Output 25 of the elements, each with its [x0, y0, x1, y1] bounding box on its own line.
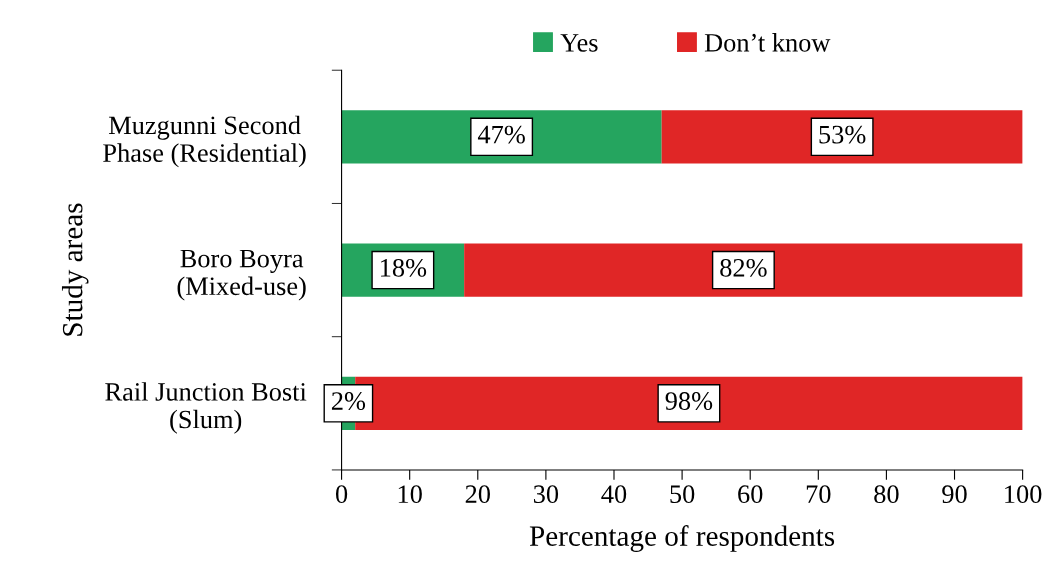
data-label: 2% [331, 392, 366, 411]
data-label: 98% [665, 392, 713, 411]
bar [464, 243, 1023, 297]
legend-label: Don’t know [704, 33, 831, 52]
x-tick-label: 90 [942, 485, 967, 504]
x-tick-label: 80 [874, 485, 899, 504]
x-tick-label: 30 [533, 485, 559, 504]
y-axis-title: Study areas [61, 203, 89, 336]
data-label: 82% [720, 258, 767, 277]
x-tick-label: 10 [398, 485, 422, 504]
x-tick-label: 40 [601, 485, 627, 504]
data-label: 18% [381, 258, 427, 277]
y-tick-label: Boro Boyra (Mixed-use) [177, 249, 306, 301]
x-tick-label: 0 [335, 485, 348, 504]
x-tick-label: 100 [1005, 485, 1042, 504]
legend-label: Yes [560, 34, 598, 52]
x-tick-label: 60 [738, 485, 763, 504]
x-tick-label: 70 [806, 485, 831, 504]
data-label: 53% [819, 125, 866, 144]
y-tick-label: Muzgunni Second Phase (Residential) [103, 115, 306, 168]
x-tick-label: 50 [670, 485, 695, 504]
data-label: 47% [477, 125, 525, 144]
y-tick-label: Rail Junction Bosti (Slum) [105, 382, 307, 434]
x-tick-label: 20 [465, 485, 490, 504]
x-axis-title: Percentage of respondents [529, 525, 835, 552]
